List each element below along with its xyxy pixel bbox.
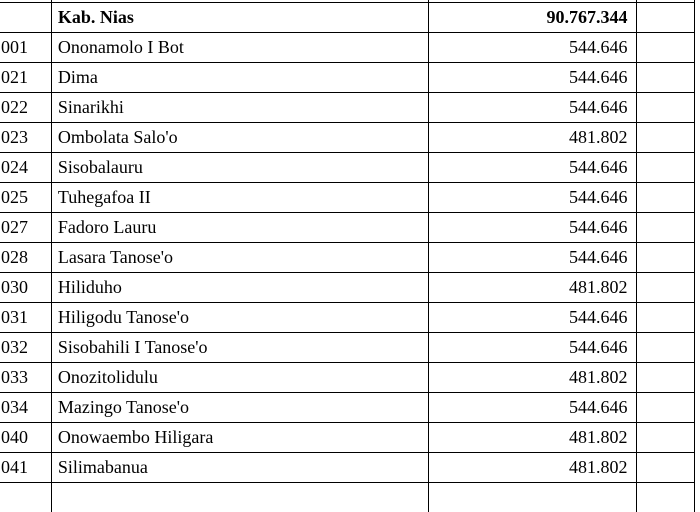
row-code: 2025 [0,182,51,212]
row-code: 2033 [0,362,51,392]
row-code: 2028 [0,242,51,272]
row-value: 544.646 [429,62,636,92]
table-row: 2001Ononamolo I Bot544.646 [0,32,695,62]
row-code: 2023 [0,122,51,152]
header-code [0,2,51,32]
row-name: Silimabanua [51,452,428,482]
row-name: Hiliduho [51,272,428,302]
table-row: 2033Onozitolidulu481.802 [0,362,695,392]
row-code: 2030 [0,272,51,302]
row-extra [636,392,695,422]
row-value: 544.646 [429,92,636,122]
row-extra [636,122,695,152]
row-name: Hiligodu Tanose'o [51,302,428,332]
row-name: Fadoro Lauru [51,212,428,242]
row-value: 481.802 [429,362,636,392]
row-name: Onozitolidulu [51,362,428,392]
table-row: 2024Sisobalauru544.646 [0,152,695,182]
row-extra [636,32,695,62]
header-extra [636,2,695,32]
row-extra [636,272,695,302]
row-value: 481.802 [429,122,636,152]
row-extra [636,422,695,452]
table-header-row: Kab. Nias90.767.344 [0,2,695,32]
row-code: 2032 [0,332,51,362]
row-code: 2040 [0,422,51,452]
table-row: 2032Sisobahili I Tanose'o544.646 [0,332,695,362]
row-value: 481.802 [429,422,636,452]
row-code: 2031 [0,302,51,332]
row-extra [636,92,695,122]
row-name: Mazingo Tanose'o [51,392,428,422]
row-name: Ononamolo I Bot [51,32,428,62]
row-code: 2021 [0,62,51,92]
row-name: Ombolata Salo'o [51,122,428,152]
row-name: Tuhegafoa II [51,182,428,212]
table-row: 2034Mazingo Tanose'o544.646 [0,392,695,422]
row-code: 2041 [0,452,51,482]
row-name: Sisobalauru [51,152,428,182]
table-row: 2030Hiliduho481.802 [0,272,695,302]
row-value: 544.646 [429,392,636,422]
row-extra [636,452,695,482]
row-code: 2001 [0,32,51,62]
table-row: 2031Hiligodu Tanose'o544.646 [0,302,695,332]
row-extra [636,152,695,182]
row-value: 481.802 [429,272,636,302]
table-row: 2040Onowaembo Hiligara481.802 [0,422,695,452]
row-extra [636,332,695,362]
table-row-partial-bottom [0,482,695,512]
row-name: Sisobahili I Tanose'o [51,332,428,362]
row-value: 544.646 [429,212,636,242]
row-value: 481.802 [429,452,636,482]
row-code: 2022 [0,92,51,122]
header-name: Kab. Nias [51,2,428,32]
row-extra [636,212,695,242]
row-code: 2034 [0,392,51,422]
row-name: Onowaembo Hiligara [51,422,428,452]
row-code: 2027 [0,212,51,242]
table-row: 2025Tuhegafoa II544.646 [0,182,695,212]
row-value: 544.646 [429,182,636,212]
row-extra [636,182,695,212]
allocation-table: Kab. Nias90.767.3442001Ononamolo I Bot54… [0,0,695,512]
table-row: 2022Sinarikhi544.646 [0,92,695,122]
row-value: 544.646 [429,32,636,62]
header-value: 90.767.344 [429,2,636,32]
row-name: Sinarikhi [51,92,428,122]
row-extra [636,242,695,272]
table-row: 2041Silimabanua481.802 [0,452,695,482]
row-value: 544.646 [429,152,636,182]
row-name: Dima [51,62,428,92]
table-row: 2021Dima544.646 [0,62,695,92]
table-row: 2028Lasara Tanose'o544.646 [0,242,695,272]
row-extra [636,62,695,92]
row-name: Lasara Tanose'o [51,242,428,272]
row-value: 544.646 [429,302,636,332]
row-extra [636,302,695,332]
table-row: 2027Fadoro Lauru544.646 [0,212,695,242]
table-row: 2023Ombolata Salo'o481.802 [0,122,695,152]
row-code: 2024 [0,152,51,182]
row-extra [636,362,695,392]
row-value: 544.646 [429,332,636,362]
row-value: 544.646 [429,242,636,272]
